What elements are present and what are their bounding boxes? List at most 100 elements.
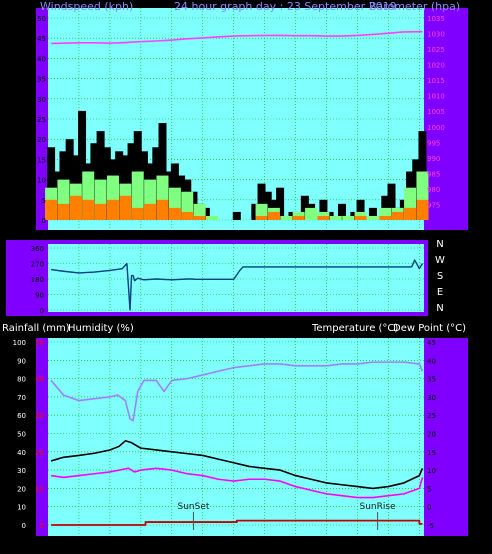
gust-bar xyxy=(53,171,62,220)
average-bar xyxy=(305,207,318,220)
gust-bar xyxy=(164,171,173,220)
low-bar xyxy=(292,215,305,220)
humidity-y-tick-label: 70 xyxy=(17,394,26,402)
direction-plot-area xyxy=(48,244,424,312)
gust-bar xyxy=(288,211,297,220)
rain-y-tick-label: 30 xyxy=(35,412,44,420)
wind-x-tick-label: 09 xyxy=(414,233,426,243)
low-bar xyxy=(82,199,95,220)
average-bar xyxy=(342,215,355,220)
wind-x-tick-label: 21 xyxy=(228,233,239,243)
baro-y-tick-label: 1005 xyxy=(427,108,445,116)
wind-x-tick-label: 15 xyxy=(135,233,146,243)
compass-label: N xyxy=(436,239,443,250)
gust-bar xyxy=(127,143,136,220)
low-bar xyxy=(94,203,107,220)
gust-bar xyxy=(65,139,74,220)
rain-y-tick-label: 20 xyxy=(35,449,44,457)
gust-bar xyxy=(325,211,334,220)
wind-y-tick-label: 10 xyxy=(37,177,46,185)
wind-x-tick-label: 17 xyxy=(166,233,177,243)
rain-y-tick-label: 0 xyxy=(40,522,44,530)
gust-bar xyxy=(96,131,105,220)
gust-bar xyxy=(350,211,359,220)
compass-label: E xyxy=(437,287,443,298)
wind-series xyxy=(45,30,429,220)
humidity-y-tick-label: 90 xyxy=(17,357,26,365)
average-bar xyxy=(280,215,293,220)
humidity-y-tick-label: 10 xyxy=(17,504,26,512)
gust-bar xyxy=(47,147,56,220)
gust-bar xyxy=(232,211,241,220)
low-bar xyxy=(156,199,169,220)
direction-y-tick-label: 180 xyxy=(31,276,44,284)
temp-x-tick-label: 01 xyxy=(290,539,301,549)
baro-axis-title: Barometer (hpa) xyxy=(369,0,460,13)
wind-x-tick-label: 23 xyxy=(259,233,270,243)
low-bar xyxy=(317,215,330,220)
gust-bar xyxy=(78,110,87,220)
gust-bar xyxy=(189,191,198,220)
low-bar xyxy=(267,211,280,220)
temp-x-tick-label: 07 xyxy=(383,539,394,549)
direction-y-tick-label: 0 xyxy=(40,307,44,315)
baro-y-tick-label: 1015 xyxy=(427,77,445,85)
baro-y-tick-label: 1000 xyxy=(427,124,445,132)
temp-axis-title: Temperature (°C) xyxy=(311,323,398,334)
humidity-axis-panel xyxy=(36,338,48,536)
wind-x-tick-label: 05 xyxy=(352,233,363,243)
gust-bar xyxy=(356,199,365,220)
rain-y-tick-label: 40 xyxy=(35,376,44,384)
baro-y-tick-label: 1035 xyxy=(427,15,445,23)
gust-bar xyxy=(412,159,421,220)
direction-y-tick-label: 90 xyxy=(35,292,44,300)
barometer-line xyxy=(51,30,423,45)
temp-x-tick-label: 03 xyxy=(321,539,332,549)
low-bar xyxy=(404,207,417,220)
wind-x-tick-label: 11 xyxy=(73,233,84,243)
wind-x-tick-label: 01 xyxy=(290,233,301,243)
temperature-line xyxy=(50,440,424,490)
humidity-y-tick-label: 30 xyxy=(17,467,26,475)
low-bar xyxy=(144,203,157,220)
wind-y-tick-label: 0 xyxy=(42,217,46,225)
baro-y-tick-label: 990 xyxy=(427,155,440,163)
low-bar xyxy=(106,199,119,220)
gust-bar xyxy=(387,183,396,220)
direction-y-tick-label: 360 xyxy=(31,245,44,253)
wind-y-tick-label: 35 xyxy=(37,76,46,84)
temp-y-tick-label: 5 xyxy=(427,485,431,493)
low-bar xyxy=(45,199,58,220)
temp-y-tick-label: 20 xyxy=(427,431,436,439)
temp-plot-area xyxy=(48,338,424,536)
wind-y-tick-label: 20 xyxy=(37,136,46,144)
gust-bar xyxy=(300,195,309,220)
gust-bar xyxy=(201,207,210,220)
temp-y-tick-label: -5 xyxy=(427,522,434,530)
rain-axis-title: Rainfall (mm) xyxy=(2,323,70,334)
baro-y-tick-label: 1010 xyxy=(427,93,445,101)
gust-bar xyxy=(399,199,408,220)
average-bar xyxy=(317,211,330,220)
average-bar xyxy=(292,211,305,220)
low-bar xyxy=(391,211,404,220)
humidity-y-tick-label: 100 xyxy=(13,339,26,347)
compass-label: S xyxy=(437,271,443,282)
humidity-y-tick-label: 80 xyxy=(17,376,26,384)
gust-bar xyxy=(90,143,99,220)
low-bar xyxy=(69,195,82,220)
rainfall-line xyxy=(51,519,423,526)
average-bar xyxy=(329,215,342,220)
temp-x-tick-label: 19 xyxy=(197,539,209,549)
temp-x-tick-label: 11 xyxy=(73,539,84,549)
temp-x-tick-label: 15 xyxy=(135,539,146,549)
wind-y-tick-label: 40 xyxy=(37,55,46,63)
average-bar xyxy=(193,203,206,220)
temp-y-tick-label: 40 xyxy=(427,357,436,365)
baro-y-tick-label: 975 xyxy=(427,201,440,209)
sunrise-label: SunRise xyxy=(360,502,397,512)
wind-y-tick-label: 50 xyxy=(37,15,46,23)
low-bar xyxy=(255,215,268,220)
low-bar xyxy=(168,207,181,220)
